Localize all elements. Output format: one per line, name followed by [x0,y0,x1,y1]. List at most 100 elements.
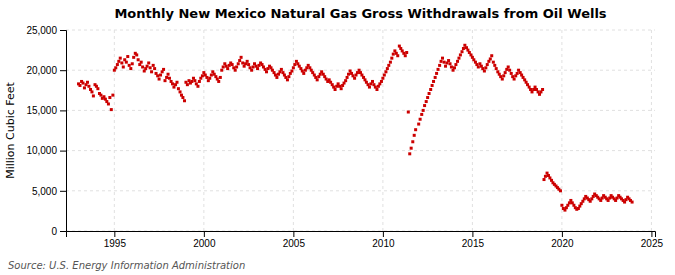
point [175,81,178,84]
point [240,56,243,59]
point [87,85,90,88]
point [316,78,319,81]
point [457,57,460,60]
point [252,65,255,68]
point [140,61,143,64]
point [508,69,511,72]
point [490,54,493,57]
point [86,81,89,84]
point [96,87,99,90]
point [419,118,422,121]
point [383,74,386,77]
point [423,104,426,107]
point [168,77,171,80]
point [90,90,93,93]
point [114,66,117,69]
point [381,77,384,80]
point [513,78,516,81]
point [438,64,441,67]
point [275,76,278,79]
point [420,113,423,116]
point [631,201,634,204]
point [117,60,120,63]
point [456,60,459,63]
point [235,65,238,68]
x-tick: 2000 [193,231,216,249]
point [292,66,295,69]
annotation: Source: U.S. Energy Information Administ… [8,260,245,271]
y-grid-line [66,30,655,31]
x-tick-mark [651,231,652,237]
y-tick-mark [60,151,66,152]
x-tick-label: 2000 [193,238,216,249]
point [247,63,250,66]
point [237,62,240,65]
point [293,63,296,66]
x-tick: 2005 [283,231,306,249]
x-tick-label: 2010 [372,238,395,249]
point [119,57,122,60]
y-tick-label: 15,000 [26,105,57,116]
point [126,55,129,58]
point [486,63,489,66]
x-tick: 1995 [104,231,127,249]
point [437,68,440,71]
point [404,54,407,57]
point [425,100,428,103]
point [210,74,213,77]
point [147,61,150,64]
y-tick: 15,000 [26,105,66,116]
point [462,47,465,50]
x-tick-mark [204,231,205,237]
point [444,65,447,68]
point [368,86,371,89]
point [116,63,119,66]
point [392,53,395,56]
point [334,88,337,91]
point [226,67,229,70]
point [231,63,234,66]
point [461,50,464,53]
x-tick: 2010 [372,231,395,249]
point [516,72,519,75]
point [302,72,305,75]
y-tick: 10,000 [26,145,66,156]
point [186,83,189,86]
point [484,66,487,69]
point [413,134,416,137]
point [443,61,446,64]
point [344,79,347,82]
point [384,70,387,73]
point [440,60,443,63]
y-grid-line [66,190,655,191]
y-tick: 20,000 [26,65,66,76]
point [510,72,513,75]
x-tick-label: 2020 [551,238,574,249]
point [246,60,249,63]
point [137,58,140,61]
point [434,76,437,79]
y-tick-mark [60,110,66,111]
x-tick: 2025 [641,231,664,249]
point [265,70,268,73]
y-tick-label: 0 [51,226,57,237]
y-axis-line [60,31,67,232]
point [220,69,223,72]
point [495,67,498,70]
point [183,99,186,102]
point [290,70,293,73]
point [250,69,253,72]
point [196,85,199,88]
point [428,92,431,95]
point [198,80,201,83]
point [159,74,162,77]
y-tick: 0 [51,226,66,237]
point [149,66,152,69]
point [454,63,457,66]
x-grid-line [382,30,383,231]
point [371,80,374,83]
point [222,65,225,68]
point [141,65,144,68]
y-grid-line [66,150,655,151]
x-tick-mark [562,231,563,237]
